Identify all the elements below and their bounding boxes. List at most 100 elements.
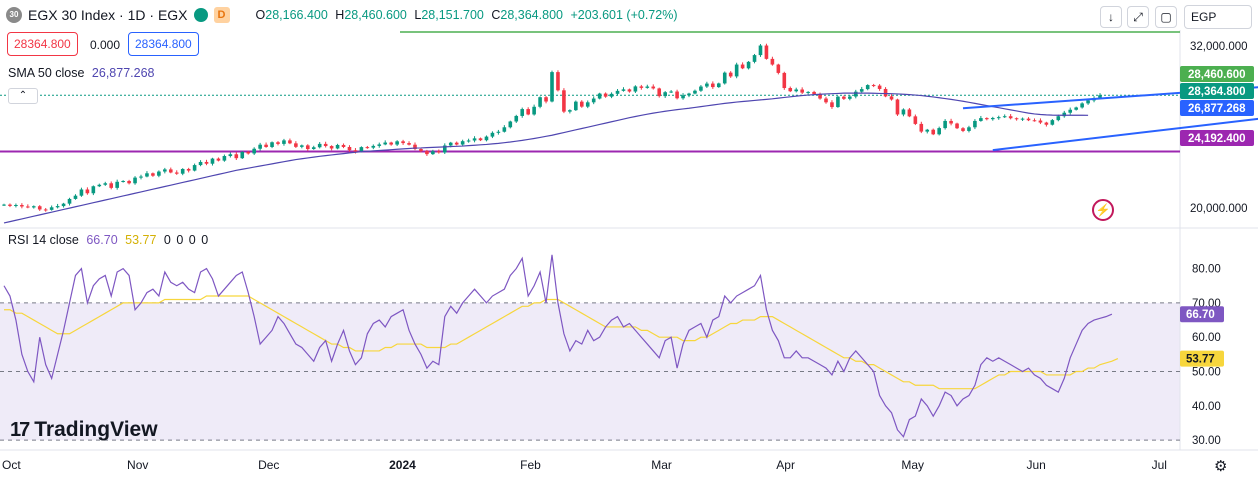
candle-body xyxy=(961,128,965,131)
candle-body xyxy=(502,127,507,132)
candle-body xyxy=(145,173,149,177)
candle-body xyxy=(758,45,763,56)
sma-label: SMA 50 close xyxy=(8,66,85,80)
candle-body xyxy=(198,161,203,166)
fullscreen-icon[interactable]: ▢ xyxy=(1155,6,1177,28)
candle-body xyxy=(806,91,810,93)
candle-body xyxy=(955,123,959,129)
open-value: 28,166.400 xyxy=(265,8,328,22)
candle-body xyxy=(103,183,108,185)
symbol-title[interactable]: EGX 30 Index · 1D · EGX xyxy=(28,7,188,23)
time-axis-tick: Nov xyxy=(127,458,148,472)
collapse-legend-button[interactable]: ⌃ xyxy=(8,88,38,104)
candle-body xyxy=(442,145,447,153)
candle-body xyxy=(454,142,459,145)
compare-icon[interactable]: ⤢ xyxy=(1127,6,1149,28)
currency-select[interactable]: EGP xyxy=(1184,5,1252,29)
candle-body xyxy=(681,95,685,99)
candle-body xyxy=(722,72,727,84)
candle-body xyxy=(996,117,1001,119)
candle-body xyxy=(1080,103,1084,108)
candle-body xyxy=(877,85,882,89)
candle-body xyxy=(2,204,6,206)
candle-body xyxy=(61,203,66,207)
candle-body xyxy=(1074,107,1078,110)
candle-body xyxy=(478,138,483,141)
candle-body xyxy=(544,97,548,102)
candle-body xyxy=(556,72,560,91)
symbol-logo-icon: 30 xyxy=(6,7,22,23)
candle-body xyxy=(585,102,590,107)
candle-body xyxy=(568,110,572,112)
price-label: 24,192.400 xyxy=(1188,133,1246,145)
candle-body xyxy=(639,86,644,88)
candle-body xyxy=(466,140,471,142)
rsi-axis-tick: 40.00 xyxy=(1192,401,1221,413)
tradingview-logo[interactable]: 17 TradingView xyxy=(10,418,158,442)
time-axis-tick: Feb xyxy=(520,458,541,472)
candle-body xyxy=(943,120,947,129)
candle-body xyxy=(782,72,787,89)
candle-body xyxy=(895,99,900,115)
low-value: 28,151.700 xyxy=(421,8,484,22)
rsi-legend[interactable]: RSI 14 close 66.70 53.77 0 0 0 0 xyxy=(8,233,208,247)
candle-body xyxy=(973,120,977,128)
delayed-data-badge[interactable]: D xyxy=(213,7,230,23)
candle-body xyxy=(853,91,858,97)
candle-body xyxy=(871,85,876,87)
rsi-axis-tick: 80.00 xyxy=(1192,264,1221,276)
candle-body xyxy=(264,144,268,147)
candle-body xyxy=(484,136,489,141)
candle-body xyxy=(597,93,602,99)
candle-body xyxy=(240,151,245,159)
candle-body xyxy=(282,140,286,144)
candle-body xyxy=(508,121,513,128)
candle-body xyxy=(985,118,989,120)
candle-body xyxy=(270,142,274,147)
download-icon[interactable]: ↓ xyxy=(1100,6,1122,28)
candle-body xyxy=(1032,120,1037,122)
rsi-extra-3: 0 xyxy=(188,233,196,247)
time-axis-tick: Jun xyxy=(1026,458,1045,472)
candle-body xyxy=(85,189,90,194)
candle-body xyxy=(1026,118,1031,121)
candle-body xyxy=(329,146,334,149)
candle-body xyxy=(830,102,834,108)
candle-body xyxy=(609,93,614,97)
price-pane xyxy=(0,31,1258,224)
rsi-extra-4: 0 xyxy=(201,233,209,247)
sell-button[interactable]: 28364.800 xyxy=(7,32,78,56)
candle-body xyxy=(43,209,48,211)
sma-legend[interactable]: SMA 50 close 26,877.268 xyxy=(8,66,154,80)
price-label-bg xyxy=(1180,83,1254,99)
rsi-ma-label: 53.77 xyxy=(1186,354,1215,366)
candle-body xyxy=(91,186,96,194)
candle-body xyxy=(621,89,626,91)
candle-body xyxy=(693,90,697,94)
candle-body xyxy=(842,96,846,99)
candle-body xyxy=(109,183,114,188)
candle-body xyxy=(121,180,125,182)
settings-gear-icon[interactable]: ⚙ xyxy=(1214,458,1228,475)
candle-body xyxy=(341,144,346,147)
candle-body xyxy=(323,143,328,147)
candle-body xyxy=(300,145,304,147)
candle-body xyxy=(26,206,30,208)
symbol-legend[interactable]: 30 EGX 30 Index · 1D · EGX D O28,166.400… xyxy=(6,7,677,23)
rsi-value-label-bg xyxy=(1180,306,1224,323)
candle-body xyxy=(246,151,251,154)
candle-body xyxy=(1044,122,1049,125)
candle-body xyxy=(228,154,233,157)
candle-body xyxy=(37,206,42,210)
candle-body xyxy=(204,161,209,164)
candle-body xyxy=(448,142,453,146)
buy-button[interactable]: 28364.800 xyxy=(128,32,199,56)
candle-body xyxy=(824,98,828,103)
candle-body xyxy=(115,181,119,188)
lightning-alert-icon[interactable]: ⚡ xyxy=(1092,199,1114,221)
candle-body xyxy=(127,180,131,184)
candle-body xyxy=(192,165,197,171)
market-status-icon[interactable] xyxy=(193,8,208,22)
candle-body xyxy=(401,141,405,144)
